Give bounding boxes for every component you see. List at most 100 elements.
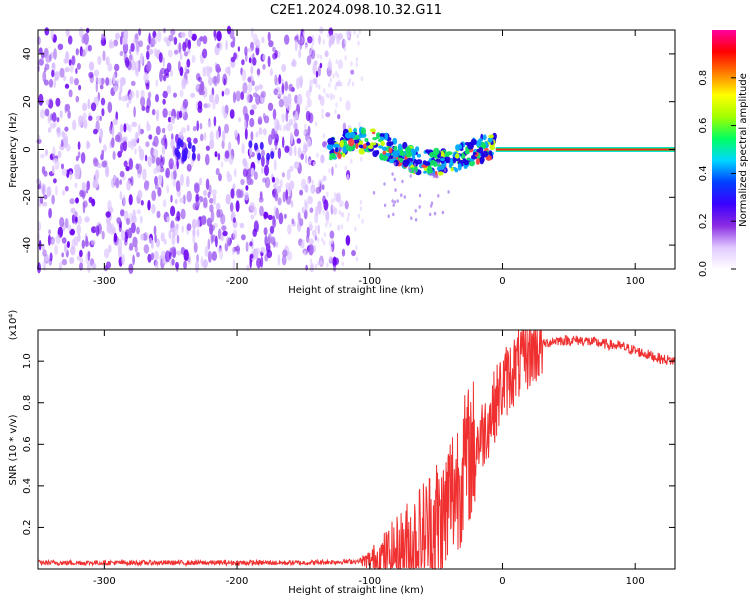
spectrogram-cell: [334, 109, 337, 115]
colorbar-label: Normalized spectral amplitude: [738, 73, 749, 227]
spectrogram-cell: [278, 212, 284, 225]
spectrogram-cell: [76, 163, 81, 176]
spectrogram-cell: [132, 38, 139, 45]
spectrogram-cell: [215, 235, 218, 248]
spectrogram-cell: [308, 243, 314, 256]
spectrogram-cell: [136, 226, 140, 235]
spectrogram-cell: [334, 85, 337, 91]
spectrogram-cell: [221, 139, 225, 149]
spectrogram-cell: [158, 174, 163, 181]
spectrogram-cell: [196, 201, 200, 209]
spectrogram-cell: [179, 66, 184, 77]
spectrogram-cell: [251, 80, 255, 86]
spectrogram-cell: [476, 148, 480, 153]
spectrogram-cell: [77, 141, 81, 150]
spectrogram-cell: [263, 211, 269, 219]
spectrogram-cell: [100, 97, 106, 106]
spectrogram-cell: [281, 82, 285, 95]
spectrogram-cell: [172, 179, 177, 187]
spectrogram-cell: [264, 164, 269, 176]
spectrogram-cell: [353, 139, 360, 144]
spectrogram-cell: [99, 84, 104, 90]
spectrogram-cell: [103, 248, 110, 259]
spectrogram-cell: [311, 34, 315, 46]
spectrogram-cell: [55, 234, 61, 245]
spectrogram-cell: [159, 70, 163, 82]
spectrogram-cell: [165, 250, 171, 263]
spectrogram-cell: [215, 202, 221, 211]
spectrogram-cell: [53, 48, 57, 60]
spectrogram-cell: [91, 263, 96, 270]
spectrogram-cell: [306, 138, 312, 148]
spectrogram-cell: [134, 61, 140, 73]
spectrogram-cell: [382, 155, 388, 161]
spectrogram-cell: [211, 251, 217, 261]
spectrogram-cell: [81, 181, 87, 192]
spectrogram-cell: [345, 30, 348, 36]
spectrogram-cell: [329, 255, 332, 261]
spectrogram-cell: [116, 217, 122, 224]
spectrogram-cell: [234, 129, 238, 138]
spectrogram-cell: [337, 224, 341, 231]
spectrogram-cell: [335, 59, 338, 64]
spectrogram-cell: [207, 238, 211, 250]
spectrogram-cell: [61, 252, 65, 258]
spectrogram-cell: [376, 132, 381, 139]
spectrogram-cell: [326, 191, 329, 197]
spectrogram-cell: [212, 76, 217, 85]
spectrogram-cell: [429, 172, 432, 177]
spectrogram-cell: [186, 124, 190, 132]
spectrogram-cell: [383, 203, 387, 208]
y-tick-label: 40: [22, 48, 33, 61]
spectrogram-cell: [196, 38, 202, 47]
spectrogram-cell: [56, 126, 62, 138]
spectrogram-cell: [329, 152, 337, 160]
spectrogram-cell: [310, 45, 314, 51]
spectrogram-cell: [339, 140, 344, 148]
spectrogram-cell: [112, 73, 116, 85]
spectrogram-cell: [105, 77, 110, 86]
spectrogram-cell: [338, 209, 341, 215]
spectrogram-cell: [227, 240, 232, 247]
spectrogram-cell: [233, 52, 237, 60]
spectrogram-cell: [321, 184, 325, 191]
spectrogram-cell: [162, 199, 167, 208]
spectrogram-cell: [75, 48, 79, 56]
spectrogram-cell: [359, 199, 363, 205]
spectrogram-cell: [143, 244, 150, 254]
spectrogram-cell: [78, 84, 82, 91]
spectrogram-cell: [101, 230, 105, 240]
spectrogram-cell: [158, 52, 163, 63]
spectrogram-cell: [53, 77, 57, 89]
spectrogram-cell: [183, 260, 187, 270]
spectrogram-cell: [325, 210, 330, 222]
spectrogram-cell: [64, 67, 70, 73]
spectrogram-cell: [405, 146, 412, 153]
spectrogram-cell: [388, 141, 394, 146]
spectrogram-cell: [146, 60, 152, 72]
spectrogram-cell: [266, 152, 271, 161]
spectrogram-cell: [170, 205, 176, 217]
spectrogram-cell: [310, 187, 314, 192]
spectrogram-cell: [340, 224, 343, 230]
spectrogram-cell: [311, 179, 314, 185]
spectrogram-cell: [135, 89, 140, 99]
spectrogram-cell: [302, 31, 305, 37]
spectrogram-cell: [51, 238, 55, 246]
spectrogram-cell: [183, 79, 189, 85]
spectrogram-cell: [443, 168, 447, 172]
spectrogram-cell: [216, 30, 222, 42]
spectrogram-cell: [224, 150, 230, 159]
spectrogram-cell: [305, 154, 308, 164]
spectrogram-cell: [125, 166, 130, 172]
spectrogram-cell: [275, 207, 279, 220]
spectrogram-cell: [299, 78, 303, 89]
spectrogram-cell: [127, 93, 132, 104]
spectrogram-cells: [36, 25, 675, 275]
spectrogram-cell: [145, 82, 150, 90]
spectrogram-cell: [268, 40, 274, 48]
spectrogram-cell: [281, 255, 287, 266]
spectrogram-cell: [145, 105, 150, 114]
spectrogram-cell: [249, 241, 253, 247]
